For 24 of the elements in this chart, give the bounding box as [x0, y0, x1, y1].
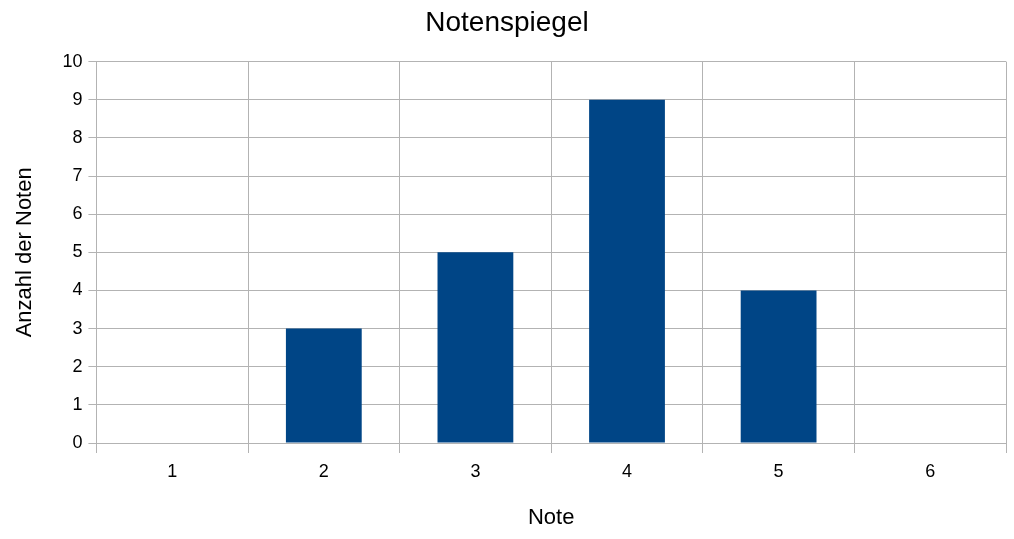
y-tick-label: 7	[72, 164, 83, 185]
y-tick-label: 4	[72, 279, 83, 300]
y-tick-label: 1	[72, 393, 83, 414]
bar	[589, 99, 665, 443]
y-tick-label: 0	[72, 431, 83, 452]
x-tick-label: 4	[622, 460, 633, 481]
y-tick-label: 2	[72, 355, 83, 376]
x-tick-label: 6	[925, 460, 936, 481]
bar	[437, 252, 514, 443]
y-tick-label: 6	[72, 203, 83, 224]
x-tick-label: 1	[167, 460, 178, 481]
x-tick-label: 3	[470, 460, 481, 481]
y-tick-label: 10	[62, 50, 83, 71]
chart-title: Notenspiegel	[425, 5, 589, 37]
x-axis-title: Note	[527, 503, 575, 529]
y-tick-label: 5	[72, 241, 83, 262]
bar	[285, 328, 362, 443]
bar	[740, 290, 817, 443]
y-tick-label: 3	[72, 317, 83, 338]
y-tick-label: 8	[72, 126, 83, 147]
x-tick-label: 2	[318, 460, 329, 481]
y-axis-title: Anzahl der Noten	[11, 167, 37, 338]
x-tick-label: 5	[773, 460, 784, 481]
y-tick-label: 9	[72, 88, 83, 109]
